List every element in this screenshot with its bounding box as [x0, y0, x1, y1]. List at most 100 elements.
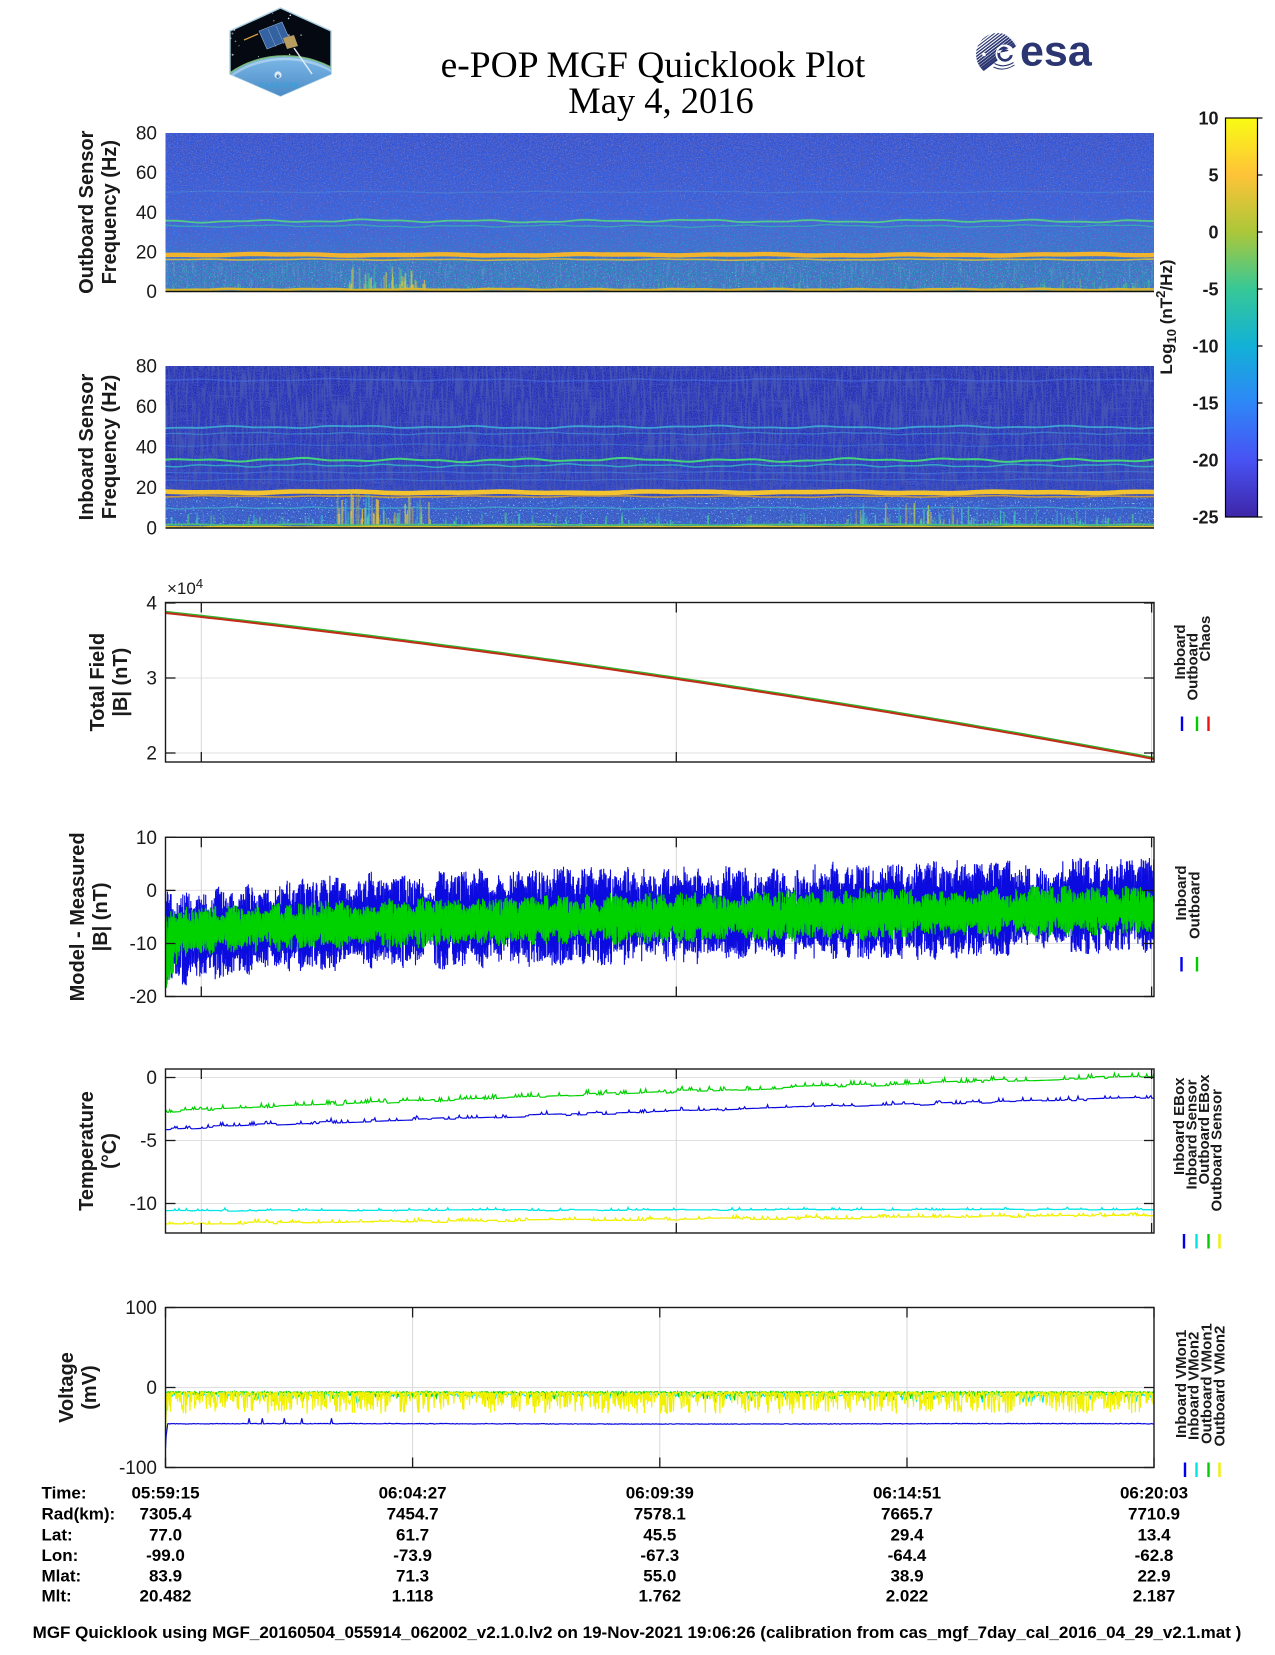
svg-text:Chaos: Chaos [1197, 616, 1214, 662]
svg-text:77.0: 77.0 [149, 1525, 182, 1544]
svg-text:55.0: 55.0 [643, 1566, 676, 1585]
svg-text:Outboard VMon2: Outboard VMon2 [1212, 1326, 1229, 1447]
svg-text:2: 2 [146, 744, 157, 765]
svg-text:40: 40 [136, 438, 157, 459]
svg-text:-20: -20 [1192, 451, 1218, 471]
svg-text:83.9: 83.9 [149, 1566, 182, 1585]
svg-text:10: 10 [136, 828, 157, 849]
svg-text:22.9: 22.9 [1137, 1566, 1170, 1585]
svg-text:Lat:: Lat: [42, 1525, 73, 1544]
svg-text:80: 80 [136, 357, 157, 378]
svg-text:Inboard VMon2: Inboard VMon2 [1186, 1332, 1203, 1440]
svg-text:7578.1: 7578.1 [634, 1504, 686, 1523]
svg-text:MGF Quicklook using MGF_201605: MGF Quicklook using MGF_20160504_055914_… [33, 1623, 1242, 1642]
svg-text:0: 0 [146, 881, 157, 902]
svg-text:Rad(km):: Rad(km): [42, 1504, 116, 1523]
svg-text:-67.3: -67.3 [640, 1546, 679, 1565]
svg-text:20: 20 [136, 242, 157, 263]
svg-text:Outboard VMon1: Outboard VMon1 [1199, 1323, 1216, 1444]
svg-text:-25: -25 [1192, 508, 1218, 528]
svg-text:0: 0 [146, 1378, 157, 1399]
svg-text:(°C): (°C) [99, 1133, 121, 1169]
svg-text:|B| (nT): |B| (nT) [110, 648, 132, 717]
svg-text:Inboard: Inboard [1173, 866, 1190, 921]
svg-text:Inboard EBox: Inboard EBox [1171, 1077, 1188, 1175]
svg-text:4: 4 [146, 594, 157, 615]
svg-text:13.4: 13.4 [1137, 1525, 1171, 1544]
svg-text:1.762: 1.762 [639, 1587, 682, 1606]
svg-text:7710.9: 7710.9 [1128, 1504, 1180, 1523]
svg-text:-99.0: -99.0 [146, 1546, 185, 1565]
svg-text:-10: -10 [1192, 337, 1218, 357]
svg-text:Inboard Sensor: Inboard Sensor [76, 373, 98, 520]
svg-text:-15: -15 [1192, 394, 1218, 414]
svg-text:CASSIOPE: CASSIOPE [259, 83, 299, 90]
svg-text:7665.7: 7665.7 [881, 1504, 933, 1523]
svg-text:|B| (nT): |B| (nT) [90, 882, 112, 951]
svg-text:Temperature: Temperature [76, 1091, 98, 1211]
svg-text:Frequency (Hz): Frequency (Hz) [99, 375, 121, 519]
svg-text:05:59:15: 05:59:15 [131, 1484, 199, 1503]
svg-text:60: 60 [136, 397, 157, 418]
svg-text:Inboard: Inboard [1172, 625, 1189, 680]
svg-text:-62.8: -62.8 [1135, 1546, 1174, 1565]
svg-text:esa: esa [1020, 28, 1093, 76]
svg-text:2.022: 2.022 [886, 1587, 929, 1606]
svg-text:1.118: 1.118 [392, 1587, 434, 1606]
svg-text:38.9: 38.9 [890, 1566, 923, 1585]
svg-text:Outboard: Outboard [1185, 633, 1202, 701]
svg-text:40: 40 [136, 203, 157, 224]
svg-text:0: 0 [146, 282, 157, 303]
svg-text:-10: -10 [130, 934, 157, 955]
svg-text:Log10 (nT2/Hz): Log10 (nT2/Hz) [1153, 259, 1179, 374]
svg-text:Model - Measured: Model - Measured [67, 832, 89, 1001]
svg-text:60: 60 [136, 163, 157, 184]
svg-text:0: 0 [1208, 223, 1218, 243]
svg-text:e: e [276, 73, 280, 80]
svg-text:May 4, 2016: May 4, 2016 [568, 80, 754, 121]
svg-text:Frequency (Hz): Frequency (Hz) [99, 140, 121, 284]
svg-text:Outboard: Outboard [1187, 872, 1204, 940]
svg-text:0: 0 [146, 519, 157, 540]
svg-text:100: 100 [125, 1298, 157, 1319]
svg-text:7305.4: 7305.4 [140, 1504, 193, 1523]
svg-text:5: 5 [1208, 166, 1218, 186]
svg-text:×104: ×104 [167, 576, 203, 598]
svg-text:20: 20 [136, 478, 157, 499]
svg-text:Inboard Sensor: Inboard Sensor [1184, 1079, 1201, 1189]
svg-text:71.3: 71.3 [396, 1566, 429, 1585]
svg-text:Lon:: Lon: [42, 1546, 79, 1565]
svg-text:Mlat:: Mlat: [42, 1566, 82, 1585]
svg-text:Outboard Sensor: Outboard Sensor [1209, 1089, 1226, 1212]
svg-text:-73.9: -73.9 [393, 1546, 432, 1565]
svg-text:61.7: 61.7 [396, 1525, 429, 1544]
svg-text:80: 80 [136, 124, 157, 145]
svg-text:-20: -20 [130, 987, 157, 1008]
svg-text:Total Field: Total Field [87, 633, 109, 732]
svg-text:Time:: Time: [42, 1484, 87, 1503]
svg-text:06:09:39: 06:09:39 [626, 1484, 694, 1503]
svg-text:Outboard Sensor: Outboard Sensor [76, 130, 98, 294]
svg-text:29.4: 29.4 [890, 1525, 924, 1544]
svg-text:-100: -100 [119, 1458, 157, 1479]
svg-text:20.482: 20.482 [140, 1587, 192, 1606]
svg-text:Inboard VMon1: Inboard VMon1 [1173, 1330, 1190, 1438]
svg-text:Mlt:: Mlt: [42, 1587, 72, 1606]
svg-text:e-POP MGF Quicklook Plot: e-POP MGF Quicklook Plot [441, 45, 866, 86]
svg-text:-5: -5 [1202, 280, 1218, 300]
svg-text:Outboard EBox: Outboard EBox [1196, 1074, 1213, 1185]
svg-text:-10: -10 [130, 1194, 157, 1215]
svg-text:2.187: 2.187 [1133, 1587, 1176, 1606]
svg-text:0: 0 [146, 1068, 157, 1089]
svg-text:Voltage: Voltage [56, 1352, 78, 1423]
svg-text:(mV): (mV) [79, 1365, 101, 1409]
svg-text:06:20:03: 06:20:03 [1120, 1484, 1188, 1503]
svg-text:7454.7: 7454.7 [387, 1504, 439, 1523]
svg-text:10: 10 [1198, 109, 1218, 129]
svg-text:06:14:51: 06:14:51 [873, 1484, 941, 1503]
svg-text:06:04:27: 06:04:27 [379, 1484, 447, 1503]
svg-text:-5: -5 [140, 1131, 157, 1152]
svg-text:45.5: 45.5 [643, 1525, 676, 1544]
svg-text:3: 3 [146, 669, 157, 690]
svg-text:-64.4: -64.4 [888, 1546, 927, 1565]
